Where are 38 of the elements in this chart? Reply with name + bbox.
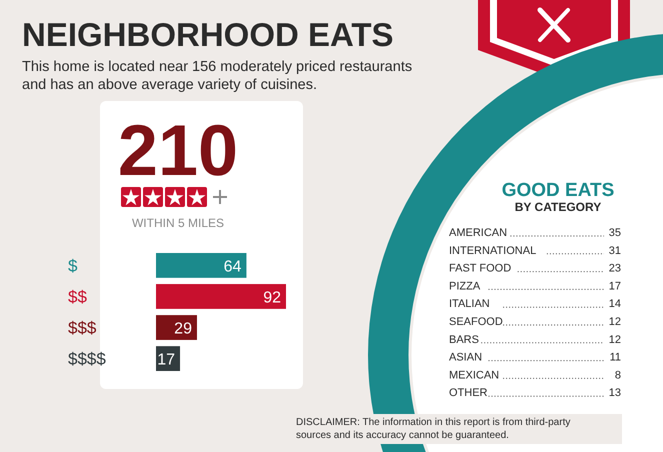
chart-subtitle: This home is located near 156 moderately priced restaurants and has an above average variety of cuisines. <box>22 59 412 93</box>
y-tick-label: $$$$ <box>68 350 106 369</box>
bar <box>156 284 286 309</box>
category-label: AMERICAN <box>449 227 508 239</box>
data-label: 13 <box>608 387 621 400</box>
text: WITHIN 5 MILES <box>132 216 224 230</box>
category-label: INTERNATIONAL <box>449 244 536 257</box>
text: DISCLAIMER: The information in this report is from third-party sources and its accuracy cannot be guaranteed. <box>296 417 570 441</box>
data-label: 31 <box>608 244 621 257</box>
category-label: PIZZA <box>449 280 481 292</box>
bar <box>156 253 246 278</box>
category-label: ASIAN <box>449 352 482 364</box>
chart-title: NEIGHBORHOOD EATS <box>22 16 394 53</box>
data-label: 17 <box>608 280 621 292</box>
category-label: SEAFOOD <box>449 316 503 328</box>
category-label: MEXICAN <box>449 369 500 382</box>
category-label: BARS <box>449 334 479 346</box>
y-tick-label: $ <box>68 256 78 276</box>
category-label: OTHER <box>449 387 488 400</box>
data-label: 29 <box>174 320 192 338</box>
y-tick-label: $$ <box>68 287 88 306</box>
category-label: ITALIAN <box>449 298 490 310</box>
y-tick-label: $$$ <box>68 318 97 338</box>
data-label: 23 <box>608 262 621 275</box>
data-label: 35 <box>608 227 621 239</box>
text: GOOD EATS <box>502 180 614 201</box>
data-label: 14 <box>608 298 621 310</box>
text: BY CATEGORY <box>514 200 602 214</box>
data-label: 12 <box>608 334 621 346</box>
data-label: 12 <box>608 316 621 328</box>
text: 210 <box>118 111 238 191</box>
category-label: FAST FOOD <box>449 262 512 275</box>
data-label: 8 <box>614 369 621 382</box>
bar <box>156 315 197 340</box>
data-label: 92 <box>263 289 282 306</box>
data-label: 64 <box>224 258 242 276</box>
data-label: 11 <box>610 352 621 364</box>
data-label: 17 <box>157 352 176 369</box>
